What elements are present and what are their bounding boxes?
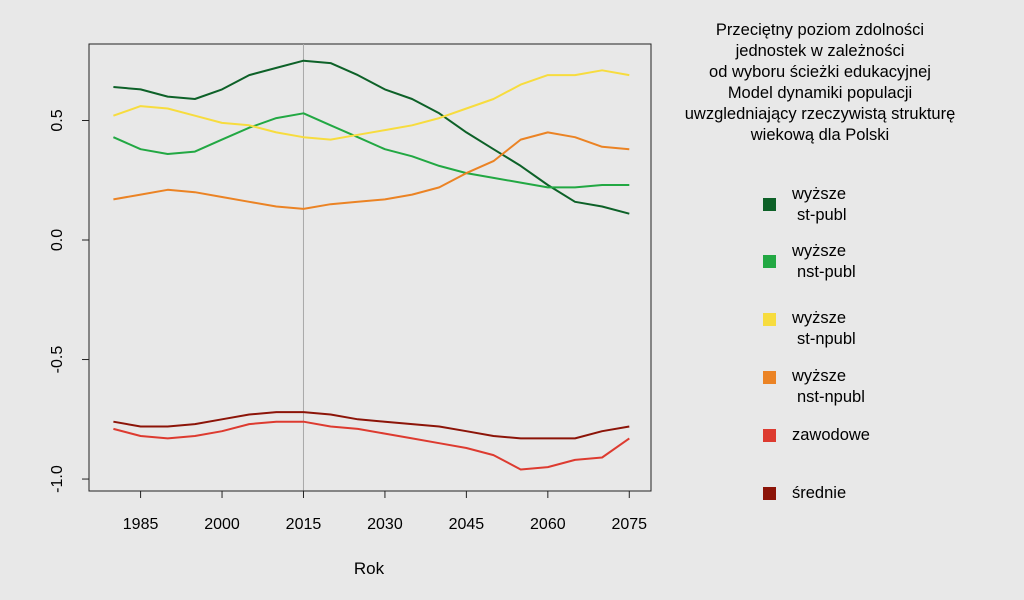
x-axis-title: Rok bbox=[354, 559, 385, 578]
chart-title: Przeciętny poziom zdolności jednostek w … bbox=[660, 20, 980, 146]
legend-swatch bbox=[763, 198, 776, 211]
x-tick-label: 2030 bbox=[367, 516, 403, 533]
series-line-średnie bbox=[113, 411, 630, 440]
legend-label: wyższe nst-publ bbox=[792, 242, 856, 281]
legend-swatch bbox=[763, 429, 776, 442]
y-tick-label: -0.5 bbox=[49, 346, 66, 374]
x-tick-label: 2075 bbox=[611, 516, 647, 533]
series-line-wyższe-nst-npubl bbox=[113, 131, 630, 210]
legend-label: średnie bbox=[792, 484, 847, 502]
legend-label: zawodowe bbox=[792, 426, 870, 444]
legend-swatch bbox=[763, 313, 776, 326]
legend-label: wyższe nst-npubl bbox=[792, 367, 865, 406]
legend-label: wyższe st-npubl bbox=[792, 309, 856, 348]
x-tick-label: 2015 bbox=[286, 516, 322, 533]
y-tick-label: 0.5 bbox=[49, 109, 66, 131]
y-tick-label: 0.0 bbox=[49, 229, 66, 251]
legend-swatch bbox=[763, 371, 776, 384]
chart-title-line: wiekową dla Polski bbox=[750, 126, 890, 144]
legend-swatch bbox=[763, 487, 776, 500]
series-layer bbox=[112, 59, 630, 471]
series-line-zawodowe bbox=[113, 420, 630, 471]
plot-frame bbox=[88, 43, 652, 492]
legend-swatch bbox=[763, 255, 776, 268]
x-axis: 1985 2000 2015 2030 2045 2060 2075 bbox=[123, 490, 647, 533]
series-line-wyższe-st-publ bbox=[113, 59, 630, 215]
series-line-wyższe-nst-publ bbox=[112, 112, 630, 189]
y-axis: -1.0 -0.5 0.0 0.5 bbox=[49, 109, 90, 493]
legend-label: wyższe st-publ bbox=[792, 185, 847, 224]
chart-title-line: uwzgledniający rzeczywistą strukturę bbox=[684, 105, 956, 123]
series-line-wyższe-st-npubl bbox=[113, 69, 630, 141]
chart-title-line: Przeciętny poziom zdolności bbox=[715, 21, 925, 39]
chart-title-line: jednostek w zależności bbox=[735, 42, 905, 60]
x-tick-label: 2000 bbox=[204, 516, 240, 533]
x-tick-label: 2045 bbox=[449, 516, 485, 533]
x-tick-label: 2060 bbox=[530, 516, 566, 533]
y-tick-label: -1.0 bbox=[49, 465, 66, 493]
chart-title-line: od wyboru ścieżki edukacyjnej bbox=[709, 63, 931, 81]
chart-title-line: Model dynamiki populacji bbox=[727, 84, 913, 102]
x-tick-label: 1985 bbox=[123, 516, 159, 533]
